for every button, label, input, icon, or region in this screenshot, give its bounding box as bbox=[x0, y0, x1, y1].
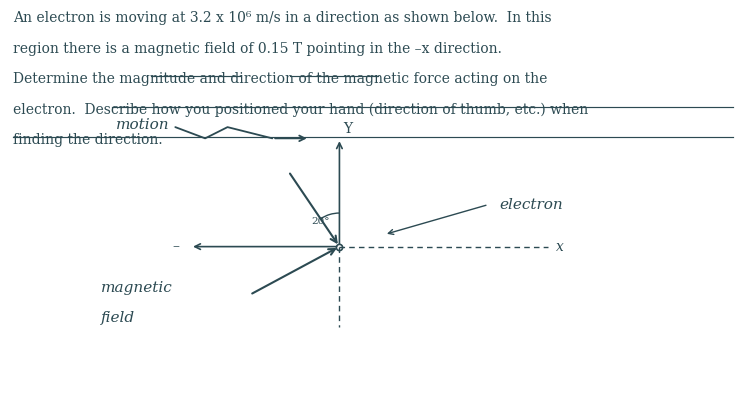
Text: 20°: 20° bbox=[311, 217, 330, 226]
Text: region there is a magnetic field of 0.15 T pointing in the –x direction.: region there is a magnetic field of 0.15… bbox=[13, 42, 502, 56]
Text: field: field bbox=[101, 311, 135, 325]
Text: finding the direction.: finding the direction. bbox=[13, 133, 163, 147]
Text: –: – bbox=[172, 240, 179, 253]
Text: x: x bbox=[556, 240, 564, 253]
Text: electron.  Describe how you positioned your hand (direction of thumb, etc.) when: electron. Describe how you positioned yo… bbox=[13, 103, 589, 117]
Text: motion: motion bbox=[116, 118, 169, 132]
Text: Determine the magnitude and direction of the magnetic force acting on the: Determine the magnitude and direction of… bbox=[13, 72, 548, 86]
Text: magnetic: magnetic bbox=[101, 281, 172, 295]
Text: Y: Y bbox=[343, 122, 352, 136]
Text: An electron is moving at 3.2 x 10⁶ m/s in a direction as shown below.  In this: An electron is moving at 3.2 x 10⁶ m/s i… bbox=[13, 11, 552, 25]
Text: electron: electron bbox=[500, 198, 563, 211]
